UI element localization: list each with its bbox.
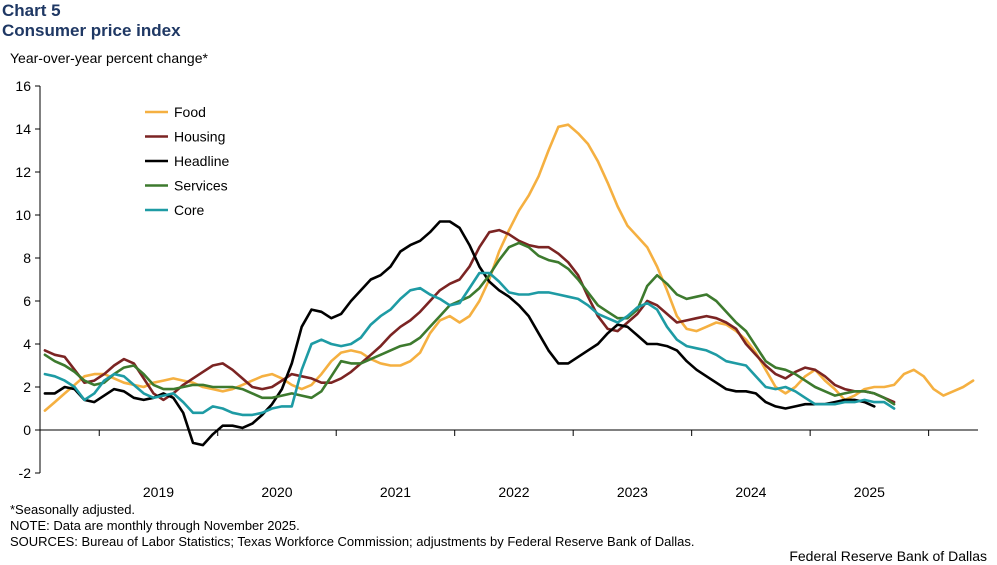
footnote: *Seasonally adjusted.	[10, 502, 136, 517]
series-line-housing	[43, 228, 896, 404]
y-tick-label: 2	[23, 379, 31, 395]
line-chart: -2 0 2 4 6 8 10 12 14 16 2019 2020 2021 2022 2023 2024 2…	[15, 78, 978, 500]
legend: Food Housing Headline Services Core	[145, 104, 229, 218]
y-tick-label: 16	[15, 78, 31, 94]
chart-title: Consumer price index	[2, 21, 181, 40]
series-lines	[43, 123, 975, 447]
x-tick-label: 2020	[261, 484, 292, 500]
data-note: NOTE: Data are monthly through November …	[10, 518, 300, 533]
y-tick-label: 6	[23, 293, 31, 309]
x-tick-label: 2022	[498, 484, 529, 500]
legend-label-core: Core	[174, 202, 205, 218]
credit-line: Federal Reserve Bank of Dallas	[789, 548, 987, 564]
series-line-core	[43, 271, 896, 417]
sources-note: SOURCES: Bureau of Labor Statistics; Tex…	[10, 534, 695, 549]
x-tick-label: 2025	[854, 484, 885, 500]
x-tick-label: 2023	[617, 484, 648, 500]
series-line-headline	[43, 220, 876, 447]
y-tick-label: -2	[19, 465, 32, 481]
axes: -2 0 2 4 6 8 10 12 14 16 2019 2020 2021 2022 2023 2024 2…	[15, 78, 978, 500]
legend-label-housing: Housing	[174, 129, 225, 145]
x-tick-label: 2021	[380, 484, 411, 500]
x-tick-label: 2019	[143, 484, 174, 500]
x-tick-label: 2024	[735, 484, 766, 500]
chart-label: Chart 5	[2, 1, 61, 20]
legend-label-food: Food	[174, 104, 206, 120]
y-tick-label: 0	[23, 422, 31, 438]
y-tick-label: 10	[15, 207, 31, 223]
y-tick-label: 4	[23, 336, 31, 352]
y-tick-label: 8	[23, 250, 31, 266]
series-line-services	[43, 241, 896, 406]
legend-label-services: Services	[174, 178, 228, 194]
y-axis-label: Year-over-year percent change*	[10, 50, 208, 66]
y-tick-label: 14	[15, 121, 31, 137]
legend-label-headline: Headline	[174, 153, 229, 169]
y-tick-label: 12	[15, 164, 31, 180]
